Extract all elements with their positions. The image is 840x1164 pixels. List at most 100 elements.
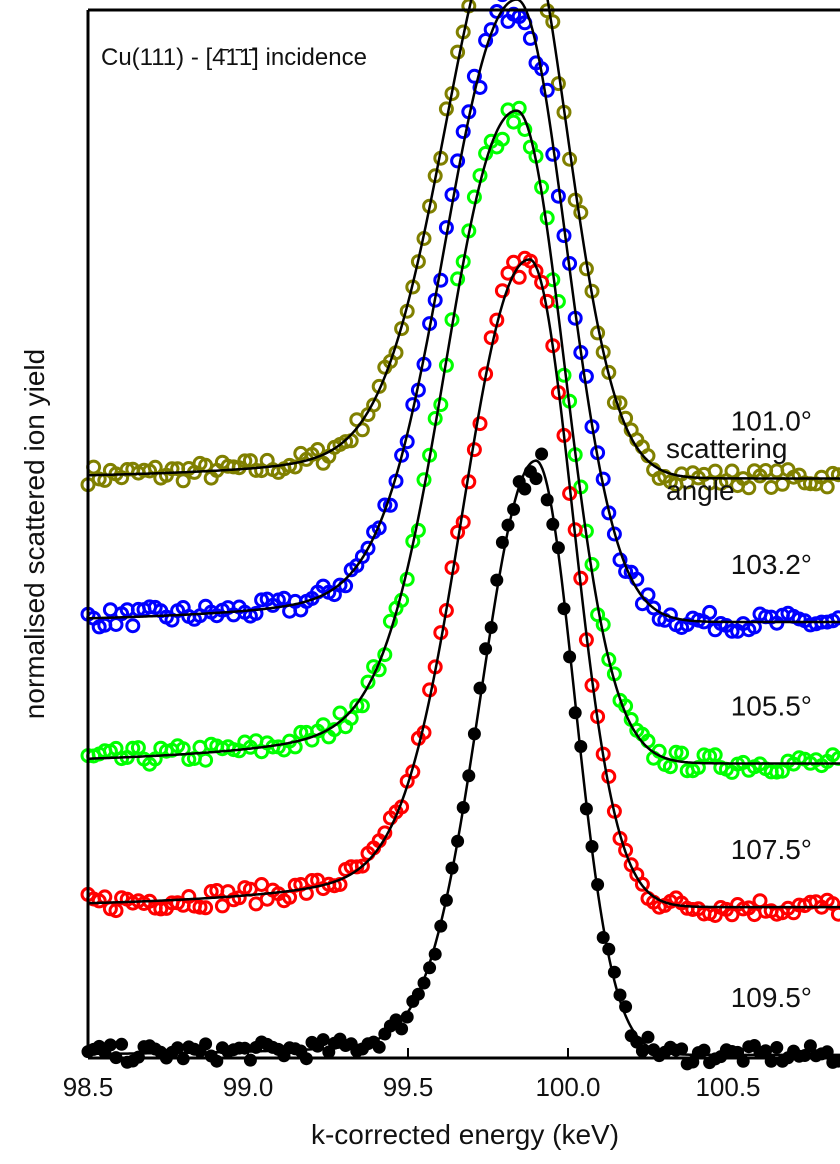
series-label-4: 109.5° [731, 982, 812, 1013]
data-point [472, 80, 488, 95]
x-axis-label: k-corrected energy (keV) [311, 1119, 619, 1150]
data-point [803, 1039, 817, 1053]
data-point [522, 30, 538, 46]
data-point [455, 514, 471, 530]
data-point [115, 1037, 129, 1051]
data-point [674, 745, 690, 761]
data-point [153, 901, 169, 917]
data-point [830, 906, 840, 922]
data-point [360, 540, 376, 556]
legend-title-line-2: angle [666, 475, 735, 506]
data-point [199, 1037, 213, 1051]
data-point [511, 100, 527, 116]
data-point [641, 1030, 655, 1044]
data-point [506, 114, 522, 130]
series-0 [80, 0, 840, 496]
data-point [539, 82, 555, 98]
legend-title-line-1: scattering [666, 433, 787, 464]
data-point [690, 760, 706, 775]
data-point [237, 453, 253, 469]
data-point [332, 577, 348, 593]
x-tick-label: 99.5 [383, 1072, 434, 1102]
data-point [724, 623, 740, 639]
data-point [198, 900, 214, 916]
data-point [472, 416, 488, 432]
data-point [316, 1033, 330, 1047]
y-axis-label: normalised scattered ion yield [19, 349, 50, 719]
data-point [254, 592, 270, 608]
series-label-2: 105.5° [731, 691, 812, 722]
data-point [819, 479, 835, 495]
data-point [634, 876, 650, 892]
series-3 [80, 250, 840, 923]
data-point [646, 600, 662, 616]
x-tick-label: 98.5 [63, 1072, 114, 1102]
fit-line-2 [88, 109, 840, 765]
data-point [479, 642, 493, 656]
x-tick-label: 100.5 [695, 1072, 760, 1102]
series-label-1: 103.2° [731, 549, 812, 580]
data-point [573, 205, 589, 220]
series-label-3: 107.5° [731, 834, 812, 865]
fit-line-1 [88, 0, 840, 624]
data-point [254, 877, 270, 892]
data-point [226, 459, 242, 475]
data-point [192, 899, 208, 915]
x-tick-label: 100.0 [535, 1072, 600, 1102]
data-point [243, 1053, 257, 1067]
data-point [455, 124, 471, 140]
series-labels: 101.0° 103.2° 105.5° 107.5° 109.5° [731, 406, 812, 1013]
data-point [125, 740, 141, 756]
data-point [735, 901, 751, 917]
data-point [494, 131, 510, 147]
data-point [529, 472, 543, 486]
data-point [578, 368, 594, 384]
series-label-0: 101.0° [731, 406, 812, 437]
data-point [248, 462, 264, 478]
ticks-layer: 98.5 99.0 99.5 100.0 100.5 [63, 1048, 761, 1102]
data-point [214, 898, 230, 914]
data-point [287, 459, 303, 475]
data-point [410, 522, 426, 538]
data-point [517, 122, 533, 137]
data-point [310, 442, 326, 457]
data-point [164, 461, 180, 477]
data-point [769, 764, 785, 780]
data-point [830, 467, 840, 483]
data-point [535, 447, 549, 461]
data-point [702, 604, 718, 620]
data-point [175, 473, 191, 489]
data-point [338, 434, 354, 450]
data-point [450, 271, 466, 287]
data-point [668, 744, 684, 760]
axes-layer [86, 8, 840, 1060]
fit-line-4 [88, 459, 840, 1057]
data-point [601, 652, 617, 667]
fit-line-0 [87, 0, 840, 480]
data-point [697, 1043, 711, 1057]
data-point [372, 1040, 386, 1054]
data-point [125, 618, 141, 634]
chart-title: Cu(111) - [4̄1̄1̄] incidence [101, 44, 367, 71]
series-1 [80, 0, 840, 639]
data-point [103, 1038, 117, 1052]
data-point [382, 497, 398, 513]
data-point [497, 0, 508, 3]
data-point [707, 747, 723, 763]
data-point [466, 68, 482, 84]
data-layer [80, 0, 840, 1071]
data-point [198, 752, 214, 768]
data-point [494, 283, 510, 299]
data-point [774, 476, 790, 492]
data-point [130, 740, 146, 756]
data-point [395, 1022, 409, 1036]
fit-line-3 [87, 258, 840, 909]
data-point [354, 858, 370, 874]
x-tick-label: 99.0 [223, 1072, 274, 1102]
data-point [741, 480, 757, 496]
data-point [108, 903, 124, 919]
data-point [382, 613, 398, 629]
data-point [830, 610, 840, 626]
data-point [248, 605, 264, 621]
